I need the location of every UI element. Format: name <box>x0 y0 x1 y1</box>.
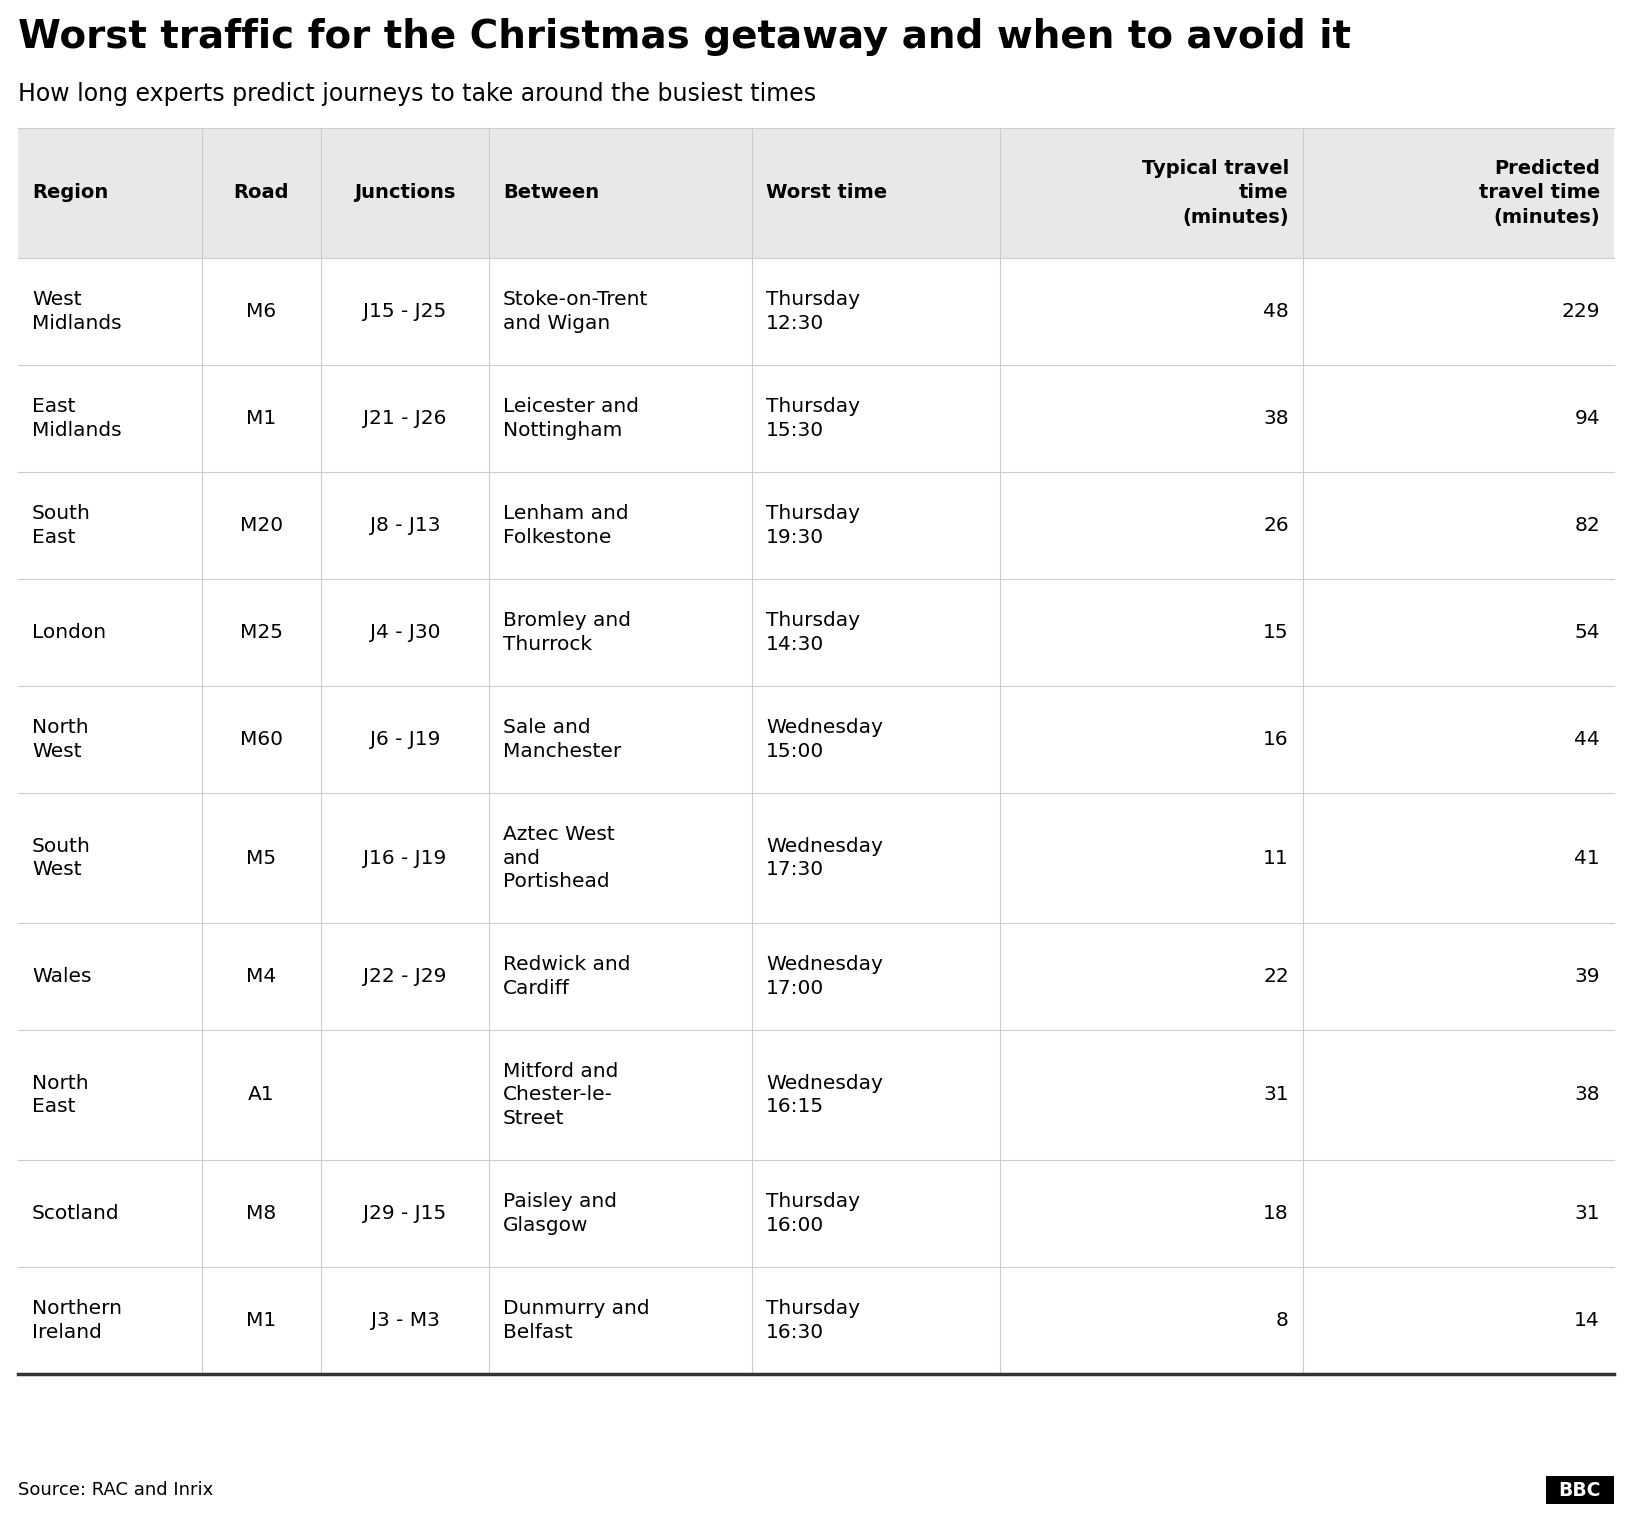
Text: Leicester and
Nottingham: Leicester and Nottingham <box>503 397 638 439</box>
Bar <box>18 1031 1614 1160</box>
Text: Thursday
19:30: Thursday 19:30 <box>765 505 860 547</box>
Text: Mitford and
Chester-le-
Street: Mitford and Chester-le- Street <box>503 1062 619 1128</box>
Text: 38: 38 <box>1263 409 1289 429</box>
Bar <box>18 1160 1614 1268</box>
Text: J6 - J19: J6 - J19 <box>370 730 441 749</box>
Text: 18: 18 <box>1263 1204 1289 1224</box>
Text: 44: 44 <box>1575 730 1599 749</box>
Text: Thursday
12:30: Thursday 12:30 <box>765 290 860 333</box>
Text: North
West: North West <box>33 719 88 760</box>
Text: A1: A1 <box>248 1085 274 1105</box>
Text: Thursday
14:30: Thursday 14:30 <box>765 611 860 654</box>
Bar <box>18 579 1614 686</box>
Text: Thursday
16:30: Thursday 16:30 <box>765 1300 860 1342</box>
Text: M8: M8 <box>246 1204 276 1224</box>
Text: Source: RAC and Inrix: Source: RAC and Inrix <box>18 1480 214 1499</box>
Text: J8 - J13: J8 - J13 <box>370 515 441 535</box>
Text: J29 - J15: J29 - J15 <box>364 1204 447 1224</box>
Bar <box>18 1268 1614 1374</box>
Text: Scotland: Scotland <box>33 1204 119 1224</box>
Text: M25: M25 <box>240 623 282 641</box>
Bar <box>18 128 1614 258</box>
Text: Between: Between <box>503 184 599 202</box>
Text: J15 - J25: J15 - J25 <box>364 302 447 321</box>
Text: 22: 22 <box>1263 967 1289 986</box>
Text: M20: M20 <box>240 515 282 535</box>
Text: Wednesday
15:00: Wednesday 15:00 <box>765 719 883 760</box>
Text: 26: 26 <box>1263 515 1289 535</box>
Text: 8: 8 <box>1276 1310 1289 1330</box>
Bar <box>1546 1476 1614 1503</box>
Text: Paisley and
Glasgow: Paisley and Glasgow <box>503 1192 617 1234</box>
Text: 16: 16 <box>1263 730 1289 749</box>
Bar <box>18 793 1614 923</box>
Text: West
Midlands: West Midlands <box>33 290 122 333</box>
Bar <box>18 923 1614 1031</box>
Text: 14: 14 <box>1575 1310 1599 1330</box>
Text: BBC: BBC <box>1559 1480 1601 1500</box>
Text: Wednesday
17:30: Wednesday 17:30 <box>765 836 883 879</box>
Text: J3 - M3: J3 - M3 <box>370 1310 439 1330</box>
Bar <box>18 258 1614 365</box>
Text: M5: M5 <box>246 848 276 868</box>
Text: 82: 82 <box>1575 515 1599 535</box>
Text: M60: M60 <box>240 730 282 749</box>
Text: M1: M1 <box>246 1310 276 1330</box>
Text: East
Midlands: East Midlands <box>33 397 122 439</box>
Text: 31: 31 <box>1263 1085 1289 1105</box>
Text: M6: M6 <box>246 302 276 321</box>
Text: 48: 48 <box>1263 302 1289 321</box>
Text: Junctions: Junctions <box>354 184 455 202</box>
Bar <box>18 473 1614 579</box>
Text: Thursday
15:30: Thursday 15:30 <box>765 397 860 439</box>
Text: Stoke-on-Trent
and Wigan: Stoke-on-Trent and Wigan <box>503 290 648 333</box>
Text: J4 - J30: J4 - J30 <box>370 623 441 641</box>
Text: Thursday
16:00: Thursday 16:00 <box>765 1192 860 1234</box>
Text: J21 - J26: J21 - J26 <box>364 409 447 429</box>
Text: Wednesday
16:15: Wednesday 16:15 <box>765 1073 883 1116</box>
Text: Lenham and
Folkestone: Lenham and Folkestone <box>503 505 628 547</box>
Text: 11: 11 <box>1263 848 1289 868</box>
Text: North
East: North East <box>33 1073 88 1116</box>
Text: 229: 229 <box>1562 302 1599 321</box>
Text: 15: 15 <box>1263 623 1289 641</box>
Text: Aztec West
and
Portishead: Aztec West and Portishead <box>503 825 615 891</box>
Text: Road: Road <box>233 184 289 202</box>
Text: How long experts predict journeys to take around the busiest times: How long experts predict journeys to tak… <box>18 82 816 106</box>
Text: Sale and
Manchester: Sale and Manchester <box>503 719 622 760</box>
Text: Predicted
travel time
(minutes): Predicted travel time (minutes) <box>1479 160 1599 226</box>
Text: Worst time: Worst time <box>765 184 888 202</box>
Text: Northern
Ireland: Northern Ireland <box>33 1300 122 1342</box>
Text: 31: 31 <box>1575 1204 1599 1224</box>
Text: M4: M4 <box>246 967 276 986</box>
Text: J22 - J29: J22 - J29 <box>364 967 447 986</box>
Text: 39: 39 <box>1575 967 1599 986</box>
Text: 94: 94 <box>1575 409 1599 429</box>
Text: Wednesday
17:00: Wednesday 17:00 <box>765 955 883 997</box>
Text: South
West: South West <box>33 836 91 879</box>
Text: Typical travel
time
(minutes): Typical travel time (minutes) <box>1141 160 1289 226</box>
Text: Region: Region <box>33 184 108 202</box>
Text: 41: 41 <box>1575 848 1599 868</box>
Text: Worst traffic for the Christmas getaway and when to avoid it: Worst traffic for the Christmas getaway … <box>18 18 1351 56</box>
Text: M1: M1 <box>246 409 276 429</box>
Bar <box>18 365 1614 473</box>
Text: South
East: South East <box>33 505 91 547</box>
Text: Wales: Wales <box>33 967 91 986</box>
Text: J16 - J19: J16 - J19 <box>364 848 447 868</box>
Text: 38: 38 <box>1575 1085 1599 1105</box>
Bar <box>18 686 1614 793</box>
Text: 54: 54 <box>1575 623 1599 641</box>
Text: Bromley and
Thurrock: Bromley and Thurrock <box>503 611 632 654</box>
Text: Dunmurry and
Belfast: Dunmurry and Belfast <box>503 1300 650 1342</box>
Text: Redwick and
Cardiff: Redwick and Cardiff <box>503 955 630 997</box>
Text: London: London <box>33 623 106 641</box>
